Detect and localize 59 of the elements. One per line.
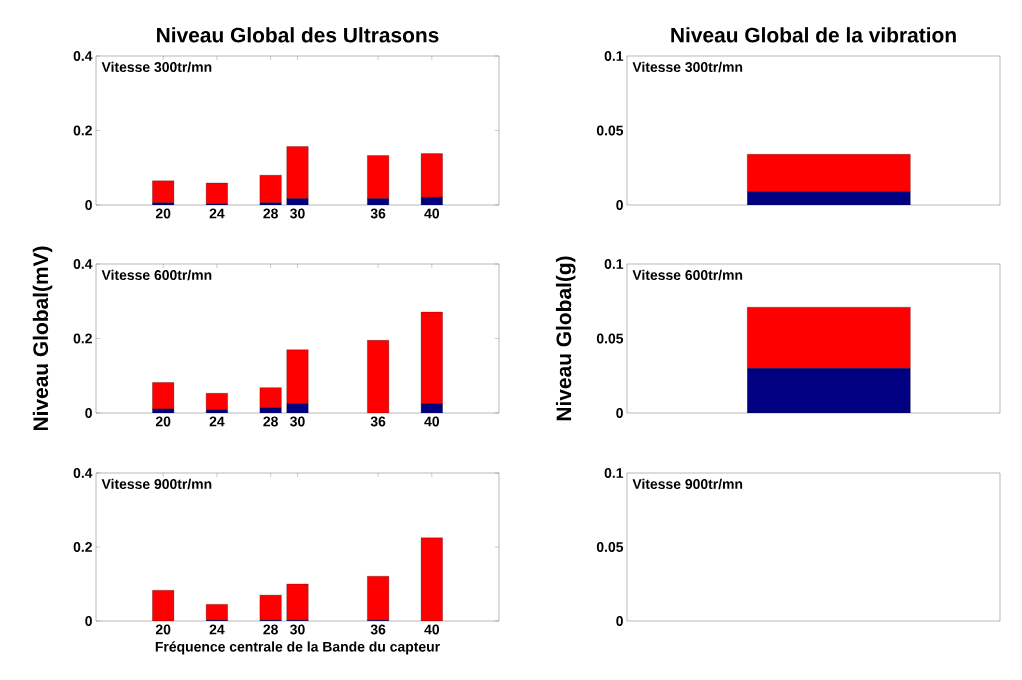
x-tick-label: 30 — [290, 416, 305, 427]
y-axis-title: Niveau Global(mV) — [32, 246, 53, 431]
x-tick-label: 20 — [155, 416, 171, 427]
y-tick-label: 0 — [616, 616, 623, 626]
x-tick-label: 30 — [290, 208, 305, 219]
x-tick-label: 30 — [290, 624, 305, 635]
y-axis-title: Niveau Global(g) — [555, 256, 576, 421]
y-tick-label: 0.2 — [73, 125, 92, 136]
bar — [259, 594, 282, 621]
y-tick-label: 0.05 — [596, 125, 624, 136]
x-tick-label: 24 — [209, 624, 225, 635]
bar — [152, 590, 175, 622]
y-tick-label: 0 — [616, 408, 623, 418]
x-tick-label: 20 — [155, 208, 171, 219]
y-tick-label: 0.4 — [73, 259, 93, 269]
bar — [367, 340, 389, 413]
y-tick-label: 0.1 — [604, 51, 624, 61]
x-tick-label: 36 — [370, 416, 386, 427]
bar — [420, 311, 443, 404]
annotation: Vitesse 900tr/mn — [101, 478, 212, 490]
bar — [367, 576, 389, 621]
bar — [367, 155, 389, 199]
x-tick-label: 28 — [263, 416, 278, 427]
x-tick-label: 28 — [263, 624, 278, 635]
x-tick-label: 36 — [370, 624, 386, 635]
y-tick-label: 0.05 — [596, 542, 624, 552]
bar — [420, 537, 443, 622]
y-tick-label: 0.4 — [73, 51, 93, 61]
x-tick-label: 40 — [424, 624, 440, 635]
bar — [286, 583, 309, 621]
chart-title: Niveau Global de la vibration — [671, 27, 956, 43]
y-tick-label: 0.4 — [73, 468, 93, 478]
annotation: Vitesse 300tr/mn — [101, 61, 212, 73]
bar — [420, 153, 443, 198]
x-tick-label: 28 — [263, 208, 278, 219]
bar — [286, 349, 309, 404]
y-tick-label: 0.1 — [604, 468, 624, 478]
y-tick-label: 0 — [85, 408, 92, 418]
x-tick-label: 24 — [209, 416, 225, 427]
annotation: Vitesse 900tr/mn — [632, 478, 743, 490]
text: Vitesse 300tr/mn — [632, 61, 743, 73]
annotation: Vitesse 600tr/mn — [101, 269, 212, 281]
x-tick-label: 40 — [424, 416, 440, 427]
y-tick-label: 0 — [85, 200, 92, 210]
x-tick-label: 24 — [209, 208, 225, 219]
x-tick-label: 20 — [155, 624, 171, 635]
y-tick-label: 0.1 — [604, 259, 624, 269]
y-tick-label: 0.05 — [596, 333, 624, 344]
y-tick-label: 0 — [616, 200, 623, 210]
y-tick-label: 0.2 — [73, 333, 92, 344]
y-tick-label: 0.2 — [73, 542, 92, 552]
bar — [206, 604, 228, 621]
y-tick-label: 0 — [85, 616, 92, 626]
text: Vitesse 600tr/mn — [632, 269, 743, 281]
bar — [286, 146, 309, 199]
x-tick-label: 36 — [370, 208, 386, 219]
x-axis-title: Fréquence centrale de la Bande du capteur — [155, 641, 440, 655]
chart-title: Niveau Global des Ultrasons — [157, 27, 439, 43]
x-tick-label: 40 — [424, 208, 440, 219]
